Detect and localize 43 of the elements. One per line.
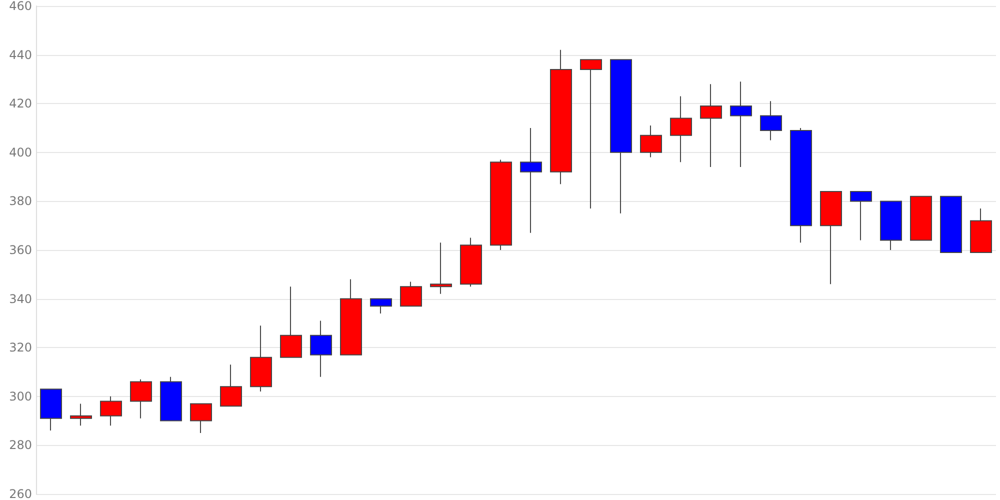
candlestick — [130, 378, 152, 419]
candlestick — [310, 320, 332, 378]
candlestick — [970, 208, 992, 253]
candlestick — [100, 396, 122, 426]
candlestick — [520, 128, 542, 234]
candlestick — [460, 237, 482, 288]
y-tick-label: 360 — [9, 243, 32, 257]
y-tick-label: 420 — [9, 96, 32, 111]
candlestick — [790, 128, 812, 244]
candlestick — [820, 190, 842, 285]
candlestick — [400, 281, 422, 307]
candlestick — [700, 84, 722, 168]
y-tick-label: 260 — [9, 487, 32, 500]
candlestick — [190, 403, 212, 434]
candlestick — [760, 100, 782, 141]
candlestick — [490, 159, 512, 250]
candlestick — [220, 364, 242, 407]
y-tick-label: 320 — [9, 340, 32, 355]
candlestick — [580, 59, 602, 210]
candlestick — [640, 125, 662, 158]
y-tick-label: 280 — [9, 438, 32, 452]
candlestick — [370, 298, 392, 314]
candlestick — [610, 59, 632, 214]
candlestick — [280, 286, 302, 358]
y-tick-label: 460 — [9, 0, 32, 13]
candlestick — [940, 196, 962, 253]
candlestick — [670, 96, 692, 163]
candlestick — [850, 190, 872, 241]
y-tick-label: 440 — [9, 48, 32, 62]
candlestick — [340, 278, 362, 356]
candlestick — [430, 242, 452, 294]
candlestick — [160, 376, 182, 422]
y-tick-label: 300 — [9, 389, 32, 404]
candlestick — [70, 403, 92, 426]
y-tick-label: 380 — [9, 194, 32, 208]
y-tick-label: 400 — [9, 145, 32, 160]
candlestick — [250, 325, 272, 392]
candlestick — [550, 49, 572, 185]
y-tick-label: 340 — [9, 292, 32, 306]
candlestick — [910, 196, 932, 241]
candlestick — [40, 388, 62, 432]
candlestick — [730, 81, 752, 168]
candlestick — [880, 200, 902, 250]
